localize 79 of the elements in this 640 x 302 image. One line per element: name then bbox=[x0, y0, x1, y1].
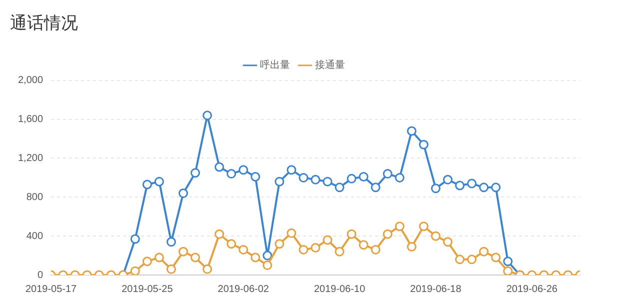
point bbox=[443, 237, 453, 247]
legend-label: 接通量 bbox=[315, 59, 345, 72]
point bbox=[346, 174, 356, 184]
legend-label: 呼出量 bbox=[260, 59, 290, 72]
point bbox=[262, 250, 272, 260]
point bbox=[479, 246, 489, 256]
y-tick-label: 800 bbox=[26, 192, 44, 203]
x-tick-label: 2019-05-17 bbox=[25, 284, 78, 295]
chart-title: 通话情况 bbox=[10, 14, 78, 34]
y-tick-label: 1,200 bbox=[18, 152, 44, 164]
point bbox=[418, 140, 428, 150]
point bbox=[406, 242, 416, 252]
point bbox=[430, 231, 440, 241]
point bbox=[286, 228, 296, 238]
point bbox=[382, 229, 392, 239]
point bbox=[418, 222, 428, 232]
point bbox=[455, 254, 465, 264]
point bbox=[130, 266, 140, 275]
point bbox=[250, 252, 260, 262]
point bbox=[226, 169, 236, 179]
y-tick-label: 0 bbox=[37, 270, 44, 281]
point bbox=[286, 165, 296, 175]
point bbox=[479, 182, 489, 192]
point bbox=[443, 174, 453, 184]
point bbox=[358, 240, 368, 250]
point bbox=[250, 172, 260, 182]
point bbox=[154, 176, 164, 186]
point bbox=[503, 256, 513, 266]
point bbox=[214, 229, 224, 239]
point bbox=[202, 110, 212, 120]
point bbox=[491, 252, 501, 262]
point bbox=[370, 182, 380, 192]
point bbox=[238, 165, 248, 175]
point bbox=[310, 174, 320, 184]
point bbox=[322, 176, 332, 186]
point bbox=[310, 243, 320, 253]
point bbox=[334, 182, 344, 192]
point bbox=[298, 244, 308, 254]
point bbox=[334, 246, 344, 256]
x-tick-label: 2019-06-18 bbox=[410, 284, 462, 295]
point bbox=[430, 184, 440, 194]
point bbox=[202, 264, 212, 274]
point bbox=[166, 237, 176, 247]
point bbox=[154, 252, 164, 262]
point bbox=[467, 254, 477, 264]
point bbox=[178, 188, 188, 198]
point bbox=[214, 162, 224, 172]
point bbox=[382, 169, 392, 179]
x-tick-label: 2019-06-26 bbox=[506, 284, 558, 295]
point bbox=[467, 178, 477, 188]
x-tick-label: 2019-06-02 bbox=[218, 284, 270, 295]
point bbox=[406, 126, 416, 136]
point bbox=[503, 266, 513, 275]
x-tick-label: 2019-05-25 bbox=[122, 284, 174, 295]
y-tick-label: 400 bbox=[26, 230, 44, 242]
point bbox=[142, 180, 152, 190]
point bbox=[190, 252, 200, 262]
point bbox=[166, 264, 176, 274]
point bbox=[274, 239, 284, 249]
point bbox=[322, 235, 332, 245]
point bbox=[394, 222, 404, 232]
point bbox=[455, 180, 465, 190]
point bbox=[190, 168, 200, 178]
point bbox=[491, 182, 501, 192]
point bbox=[142, 256, 152, 266]
y-tick-label: 2,000 bbox=[18, 75, 44, 86]
point bbox=[262, 260, 272, 270]
point bbox=[226, 239, 236, 249]
y-tick-label: 1,600 bbox=[18, 114, 44, 126]
point bbox=[238, 244, 248, 254]
point bbox=[394, 172, 404, 182]
point bbox=[370, 244, 380, 254]
point bbox=[358, 172, 368, 182]
point bbox=[274, 176, 284, 186]
point bbox=[130, 234, 140, 244]
point bbox=[346, 229, 356, 239]
x-tick-label: 2019-06-10 bbox=[314, 284, 366, 295]
point bbox=[178, 246, 188, 256]
point bbox=[298, 172, 308, 182]
